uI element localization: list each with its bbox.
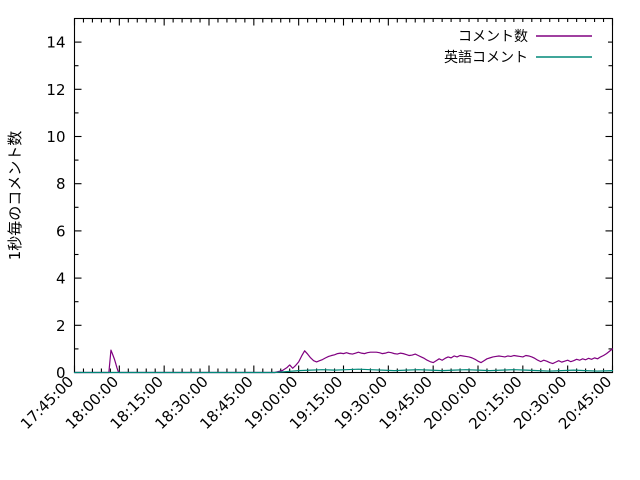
plot-frame <box>73 17 614 374</box>
legend-label-2[interactable]: 英語コメント <box>444 49 528 66</box>
y-tick-label: 8 <box>56 175 66 193</box>
y-tick-label: 6 <box>56 222 66 240</box>
y-tick-label: 4 <box>56 270 66 288</box>
data-series-group <box>73 348 614 374</box>
y-tick-label: 10 <box>46 128 65 146</box>
legend-background <box>426 22 608 62</box>
y-axis-title-text: 1秒毎のコメント数 <box>6 131 24 261</box>
x-axis-ticks <box>73 18 614 373</box>
y-axis-tick-labels: 0 2 4 6 8 10 12 14 <box>46 34 65 382</box>
y-axis-title: 1秒毎のコメント数 <box>6 131 24 261</box>
y-tick-label: 14 <box>46 34 65 52</box>
legend-label-1[interactable]: コメント数 <box>458 29 528 45</box>
plot-border <box>73 17 614 374</box>
y-tick-label: 2 <box>56 317 66 335</box>
y-axis-ticks <box>74 41 613 374</box>
y-tick-label: 0 <box>56 364 66 382</box>
x-axis-tick-labels: 17:45:0018:00:0018:15:0018:30:0018:45:00… <box>17 373 615 433</box>
series-line-1 <box>73 348 614 374</box>
y-tick-label: 12 <box>46 81 65 99</box>
series-line-2 <box>73 368 614 374</box>
